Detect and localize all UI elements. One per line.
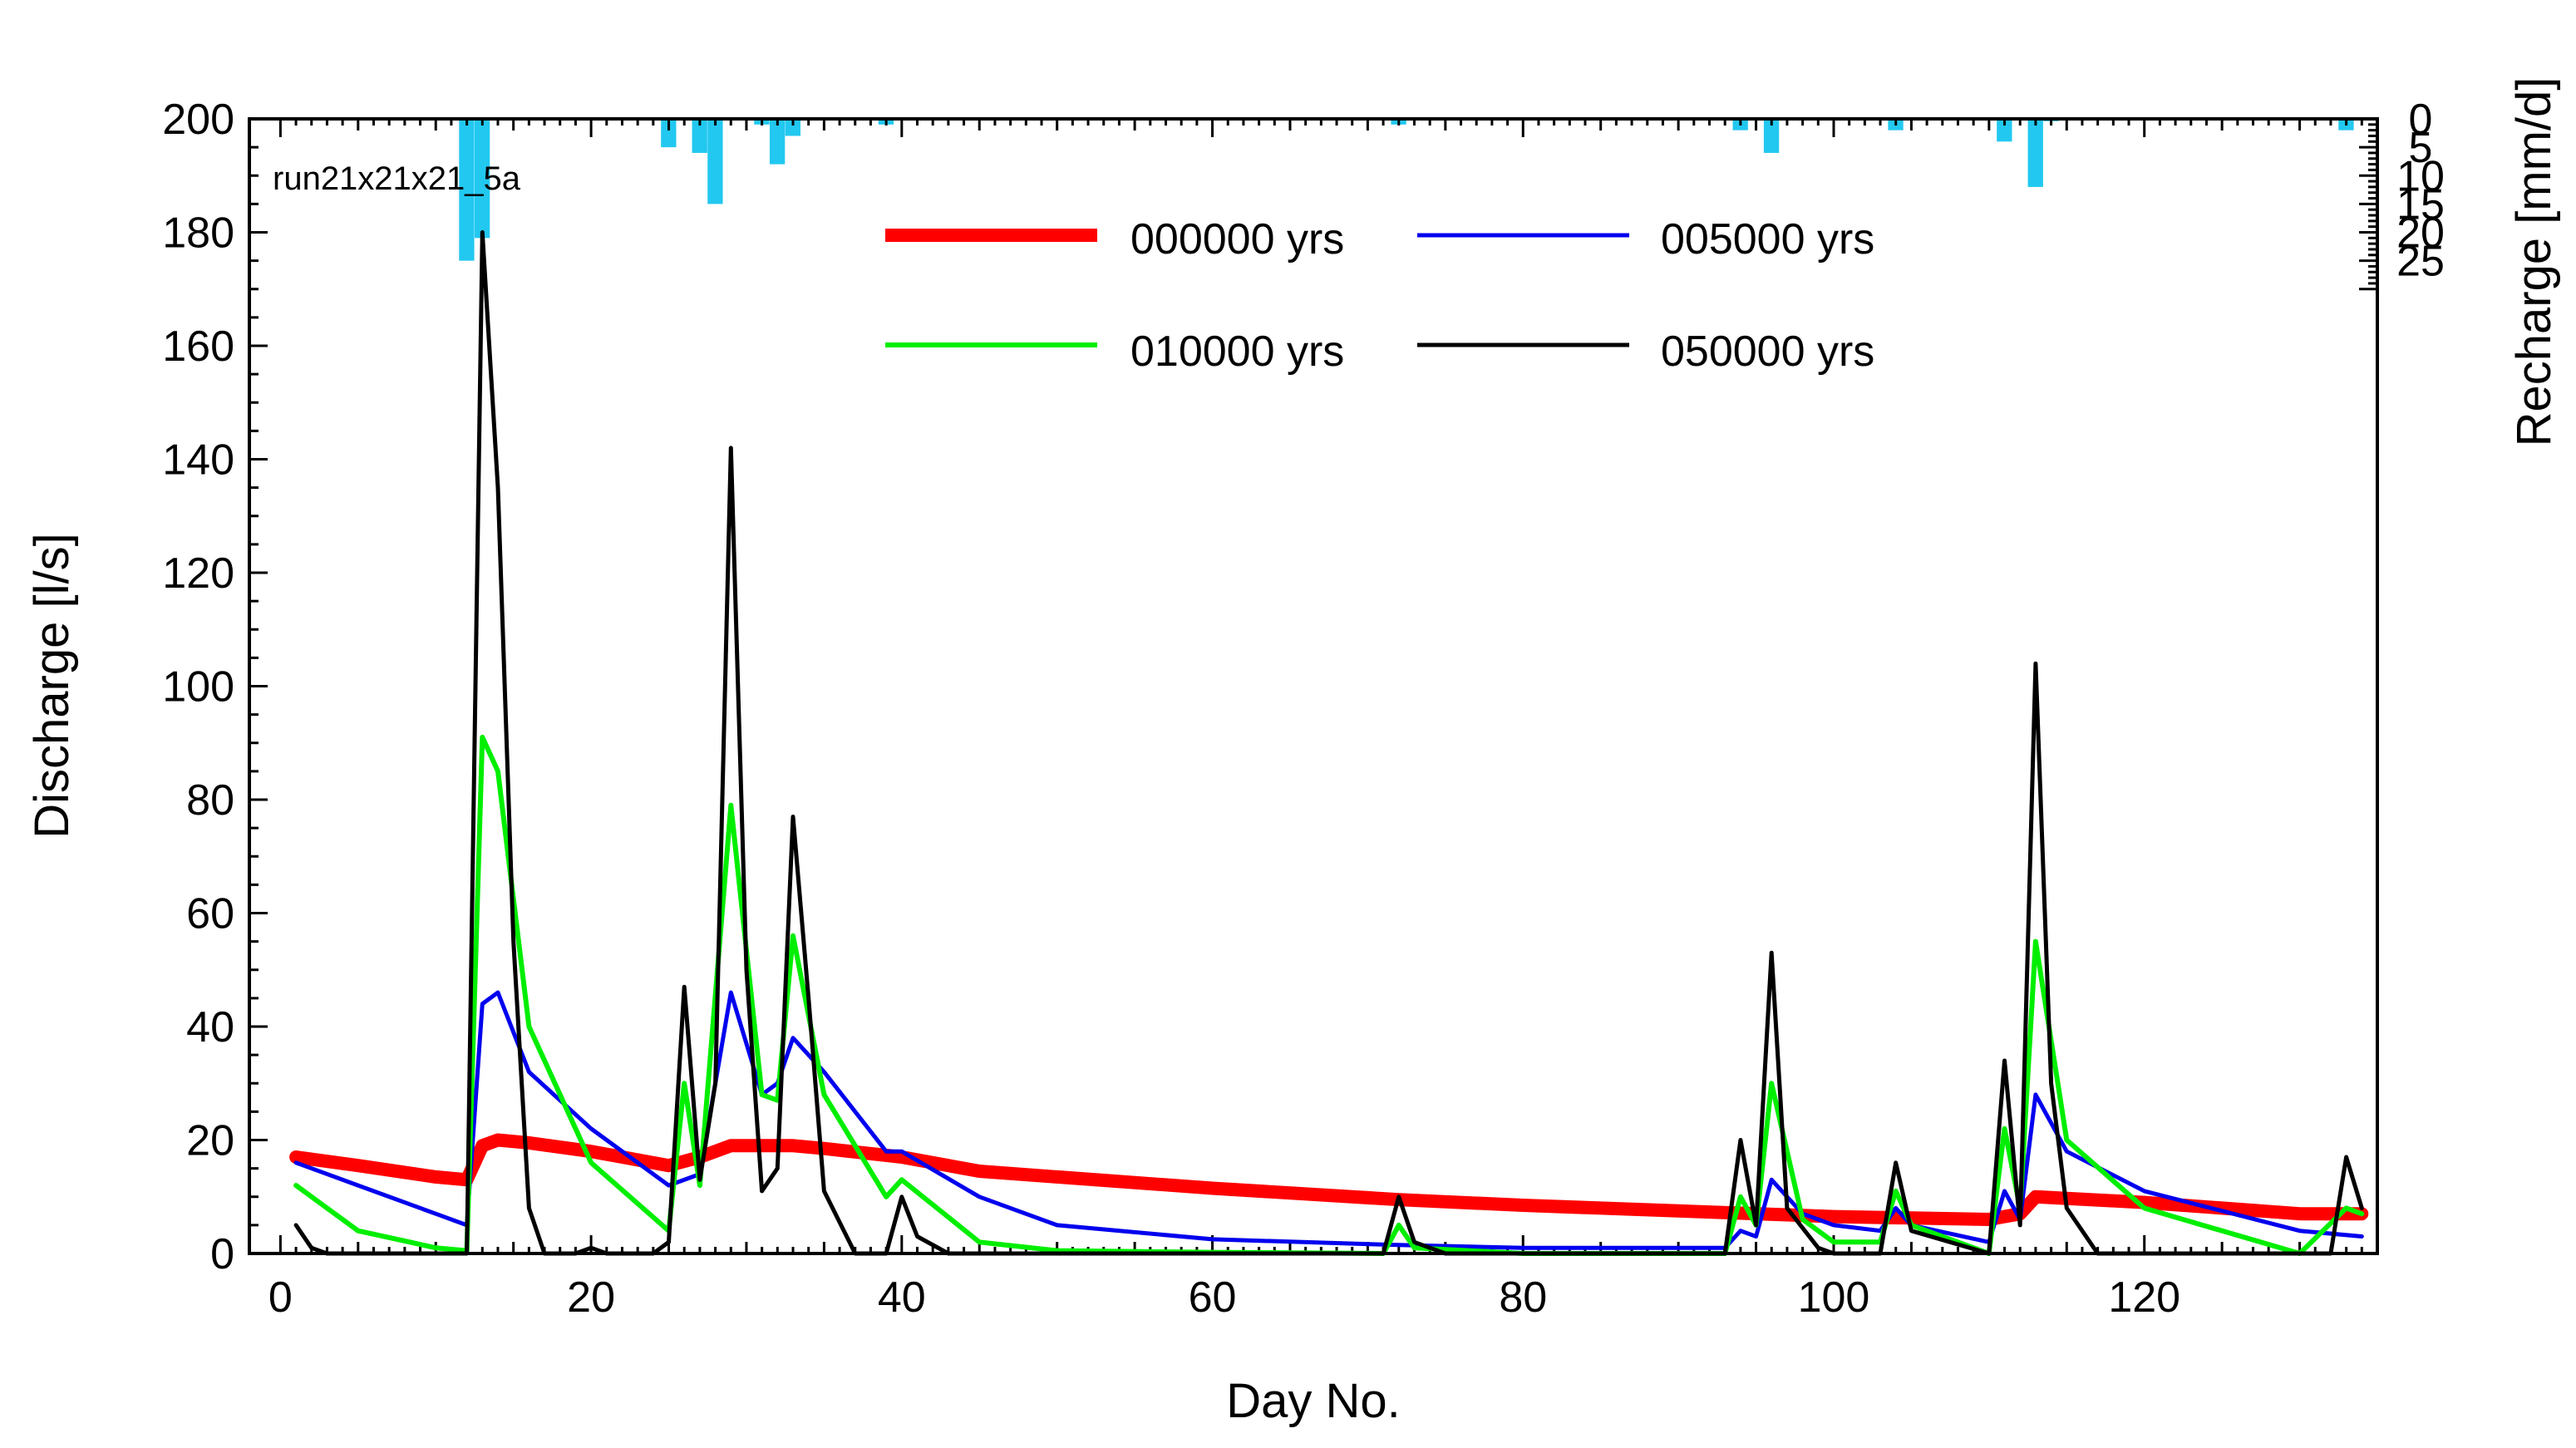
recharge-bars — [459, 119, 2354, 261]
y2-tick-label: 0 — [2409, 96, 2433, 144]
y2-tick-label: 25 — [2396, 238, 2445, 286]
y-tick-label: 0 — [210, 1230, 234, 1278]
y-axis-title: Discharge [l/s] — [25, 533, 79, 838]
legend: 000000 yrs 005000 yrs 010000 yrs 050000 … — [885, 215, 1874, 376]
recharge-bar — [1997, 119, 2012, 142]
x-axis-title: Day No. — [1226, 1374, 1401, 1428]
x-tick-label: 60 — [1189, 1273, 1237, 1322]
y-tick-label: 80 — [186, 776, 234, 825]
legend-label-000000: 000000 yrs — [1130, 215, 1344, 263]
recharge-bar — [785, 119, 800, 136]
y-tick-label: 200 — [162, 96, 234, 144]
plot-frame — [248, 117, 2379, 1255]
y2-axis-title: Recharge [mm/d] — [2507, 77, 2561, 447]
x-tick-label: 120 — [2108, 1273, 2180, 1322]
legend-label-005000: 005000 yrs — [1661, 215, 1874, 263]
recharge-bar — [1763, 119, 1780, 153]
y-tick-label: 120 — [162, 549, 234, 598]
y-tick-label: 60 — [186, 890, 234, 938]
series-line-050000 — [293, 230, 2364, 1256]
y2-tick-label: 10 — [2396, 152, 2445, 200]
x-tick-label: 20 — [567, 1273, 615, 1322]
y-tick-label: 100 — [162, 663, 234, 712]
y-tick-label: 140 — [162, 436, 234, 485]
y-tick-label: 160 — [162, 323, 234, 371]
recharge-bar — [474, 119, 490, 239]
y-tick-label: 20 — [186, 1117, 234, 1165]
y2-tick-label: 15 — [2396, 180, 2445, 229]
recharge-bar — [459, 119, 475, 261]
run-label: run21x21x21_5a — [273, 160, 521, 197]
y2-tick-label: 5 — [2409, 124, 2433, 172]
y-tick-label: 40 — [186, 1003, 234, 1052]
x-tick-label: 40 — [878, 1273, 926, 1322]
x-tick-label: 100 — [1798, 1273, 1870, 1322]
y-tick-label: 180 — [162, 209, 234, 258]
recharge-bar — [769, 119, 786, 165]
recharge-bar — [2027, 119, 2043, 187]
series-line-005000 — [293, 990, 2364, 1250]
y2-tick-label: 20 — [2396, 209, 2445, 258]
series-line-000000 — [289, 1133, 2369, 1226]
x-tick-label: 80 — [1499, 1273, 1547, 1322]
legend-label-010000: 010000 yrs — [1130, 328, 1344, 376]
recharge-bar — [707, 119, 723, 204]
x-tick-label: 0 — [268, 1273, 293, 1322]
legend-label-050000: 050000 yrs — [1661, 328, 1874, 376]
recharge-bar — [692, 119, 707, 153]
recharge-bar — [661, 119, 677, 148]
discharge-series — [289, 230, 2369, 1256]
